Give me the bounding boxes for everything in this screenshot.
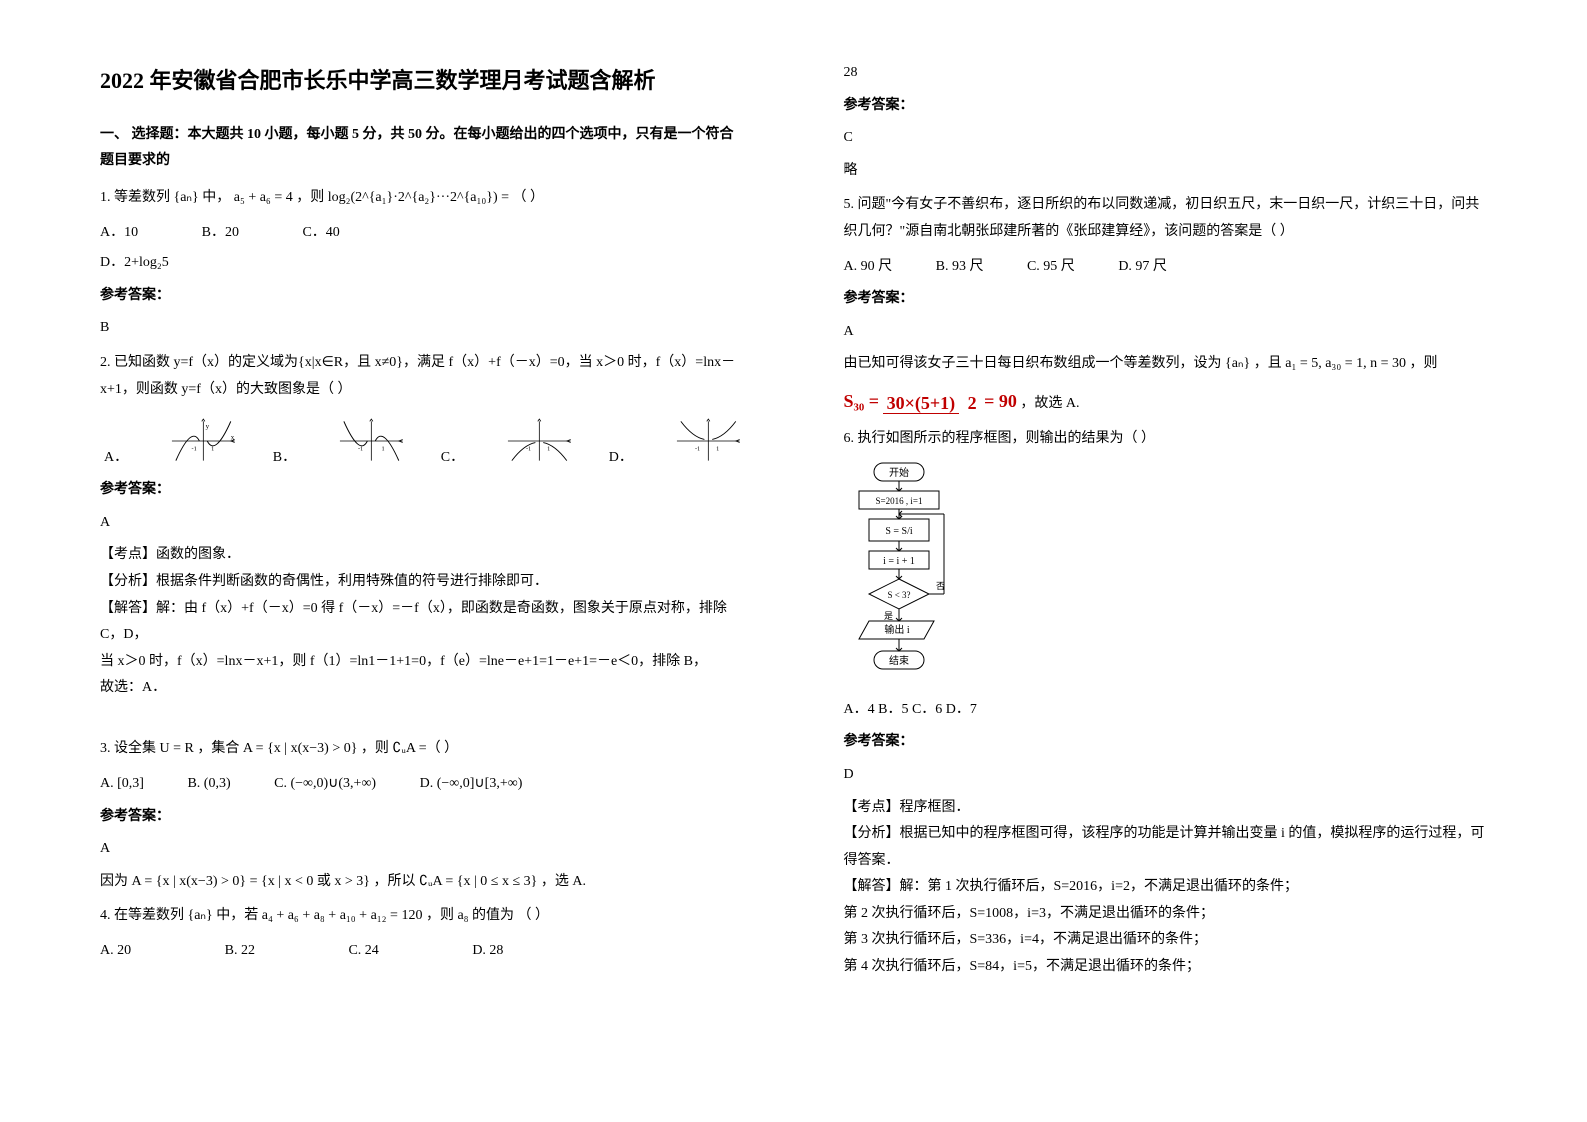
flow-out: 输出 i: [884, 623, 910, 636]
q5-formula-num: 30×(5+1): [883, 393, 960, 414]
q1-stem: 1. 等差数列 {aₙ} 中， a₅ + a₆ = 4 ，则 log₂(2^{a…: [100, 185, 744, 212]
q6-expl-l2: 第 2 次执行循环后，S=1008，i=3，不满足退出循环的条件；: [844, 901, 1488, 928]
q1-opt-b: B．20: [202, 220, 239, 247]
q2-opt-c-label: C．: [441, 445, 464, 472]
q4-ans-label: 参考答案：: [844, 93, 1488, 120]
q1-opt-c: C．40: [302, 220, 339, 247]
q5-opt-b: B. 93 尺: [936, 254, 984, 281]
q6-expl-analysis: 【分析】根据已知中的程序框图可得，该程序的功能是计算并输出变量 i 的值，模拟程…: [844, 821, 1488, 874]
q5-stem: 5. 问题"今有女子不善织布，逐日所织的布以同数递减，初日织五尺，末一日织一尺，…: [844, 192, 1488, 245]
q2-opt-d-label: D．: [609, 445, 633, 472]
q3-ans-label: 参考答案：: [100, 804, 744, 831]
q3-ans: A: [100, 836, 744, 863]
q6-expl-l4: 第 4 次执行循环后，S=84，i=5，不满足退出循环的条件；: [844, 954, 1488, 981]
svg-text:1: 1: [716, 446, 719, 453]
q2-expl-sol3: 故选：A．: [100, 675, 744, 702]
q5-options: A. 90 尺 B. 93 尺 C. 95 尺 D. 97 尺: [844, 254, 1488, 281]
q2-stem: 2. 已知函数 y=f（x）的定义域为{x|x∈R，且 x≠0}，满足 f（x）…: [100, 350, 744, 403]
flow-step2: i = i + 1: [883, 556, 915, 567]
q2-graphs: A． -1 1 y x B． -1 1 C．: [100, 411, 744, 471]
q5-formula-den: 2: [964, 393, 981, 413]
svg-text:-1: -1: [358, 446, 363, 453]
q1-ans-label: 参考答案：: [100, 283, 744, 310]
q6-opts: A．4 B．5 C．6 D．7: [844, 697, 1488, 724]
q5-formula-frac: 30×(5+1) 2: [883, 394, 981, 414]
q3-opt-b: B. (0,3): [187, 771, 230, 798]
q2-ans-label: 参考答案：: [100, 477, 744, 504]
flow-end: 结束: [889, 654, 909, 667]
q4-opt-a: A. 20: [100, 938, 131, 965]
svg-text:y: y: [206, 423, 210, 431]
q5-expl-intro-text: 由已知可得该女子三十日每日织布数组成一个等差数列，设为 {aₙ} ，且 a₁ =…: [844, 356, 1438, 371]
q5-expl-intro: 由已知可得该女子三十日每日织布数组成一个等差数列，设为 {aₙ} ，且 a₁ =…: [844, 351, 1488, 378]
section-heading: 一、 选择题：本大题共 10 小题，每小题 5 分，共 50 分。在每小题给出的…: [100, 122, 744, 175]
q4-ans-note: 略: [844, 158, 1488, 185]
svg-text:1: 1: [547, 446, 550, 453]
svg-text:-1: -1: [526, 446, 531, 453]
svg-text:-1: -1: [695, 446, 700, 453]
q6-expl-topic: 【考点】程序框图．: [844, 795, 1488, 822]
q6-expl-l3: 第 3 次执行循环后，S=336，i=4，不满足退出循环的条件；: [844, 927, 1488, 954]
q2-graph-d: -1 1: [673, 411, 744, 471]
svg-text:1: 1: [211, 446, 214, 453]
right-column: D. 28 28 参考答案： C 略 5. 问题"今有女子不善织布，逐日所织的布…: [794, 0, 1587, 1122]
q2-opt-b-label: B．: [273, 445, 296, 472]
svg-text:1: 1: [382, 446, 385, 453]
q4-d-value: 28: [844, 60, 1488, 87]
q5-formula-lhs: S₃₀ =: [844, 391, 880, 411]
q2-graph-a: -1 1 y x: [168, 411, 239, 471]
svg-text:-1: -1: [192, 446, 197, 453]
q5-ans-label: 参考答案：: [844, 286, 1488, 313]
q6-expl-l1: 【解答】解：第 1 次执行循环后，S=2016，i=2，不满足退出循环的条件；: [844, 874, 1488, 901]
svg-text:x: x: [231, 434, 235, 442]
q6-ans: D: [844, 762, 1488, 789]
flow-step1: S = S/i: [885, 526, 913, 537]
page-title: 2022 年安徽省合肥市长乐中学高三数学理月考试题含解析: [100, 60, 744, 102]
q3-options: A. [0,3] B. (0,3) C. (−∞,0)∪(3,+∞) D. (−…: [100, 771, 744, 798]
q6-ans-label: 参考答案：: [844, 729, 1488, 756]
q2-expl-topic: 【考点】函数的图象．: [100, 542, 744, 569]
q2-expl-analysis: 【分析】根据条件判断函数的奇偶性，利用特殊值的符号进行排除即可．: [100, 569, 744, 596]
q6-stem: 6. 执行如图所示的程序框图，则输出的结果为（ ）: [844, 426, 1488, 453]
flow-start: 开始: [889, 466, 909, 479]
q2-expl-sol1: 【解答】解：由 f（x）+f（－x）=0 得 f（－x）=－f（x），即函数是奇…: [100, 596, 744, 649]
q3-expl: 因为 A = {x | x(x−3) > 0} = {x | x < 0 或 x…: [100, 869, 744, 896]
q1-ans: B: [100, 315, 744, 342]
q1-options: A．10 B．20 C．40: [100, 220, 744, 247]
q5-opt-a: A. 90 尺: [844, 254, 893, 281]
q5-formula-rhs: = 90: [984, 391, 1017, 411]
q3-opt-c: C. (−∞,0)∪(3,+∞): [274, 771, 376, 798]
q2-ans: A: [100, 510, 744, 537]
q1-opt-d: D．2+log₂5: [100, 250, 744, 277]
q2-graph-b: -1 1: [336, 411, 407, 471]
q3-opt-a: A. [0,3]: [100, 771, 144, 798]
q5-expl-end: ，故选 A.: [1020, 396, 1079, 411]
q2-expl-sol2: 当 x＞0 时，f（x）=lnx－x+1，则 f（1）=ln1－1+1=0，f（…: [100, 649, 744, 676]
q4-ans: C: [844, 125, 1488, 152]
q2-opt-a-label: A．: [104, 445, 128, 472]
q3-stem: 3. 设全集 U = R ，集合 A = {x | x(x−3) > 0} ，则…: [100, 736, 744, 763]
q5-opt-c: C. 95 尺: [1027, 254, 1075, 281]
flow-cond: S < 3?: [887, 590, 910, 600]
q5-ans: A: [844, 319, 1488, 346]
q6-flowchart: 开始 S=2016 , i=1 S = S/i i = i + 1 S < 3?…: [844, 461, 954, 691]
q4-opt-d: D. 28: [472, 938, 503, 965]
flow-yes: 是: [884, 611, 893, 621]
q1-opt-a: A．10: [100, 220, 138, 247]
q2-graph-c: -1 1: [504, 411, 575, 471]
q4-opt-b: B. 22: [225, 938, 255, 965]
left-column: 2022 年安徽省合肥市长乐中学高三数学理月考试题含解析 一、 选择题：本大题共…: [0, 0, 794, 1122]
q3-opt-d: D. (−∞,0]∪[3,+∞): [420, 771, 523, 798]
q4-opt-c: C. 24: [348, 938, 378, 965]
flow-init: S=2016 , i=1: [875, 496, 922, 506]
q5-formula: S₃₀ = 30×(5+1) 2 = 90 ，故选 A.: [844, 384, 1488, 418]
q5-opt-d: D. 97 尺: [1118, 254, 1167, 281]
q4-options: A. 20 B. 22 C. 24 D. 28: [100, 938, 744, 965]
page-root: 2022 年安徽省合肥市长乐中学高三数学理月考试题含解析 一、 选择题：本大题共…: [0, 0, 1587, 1122]
q4-stem: 4. 在等差数列 {aₙ} 中，若 a₄ + a₆ + a₈ + a₁₀ + a…: [100, 903, 744, 930]
